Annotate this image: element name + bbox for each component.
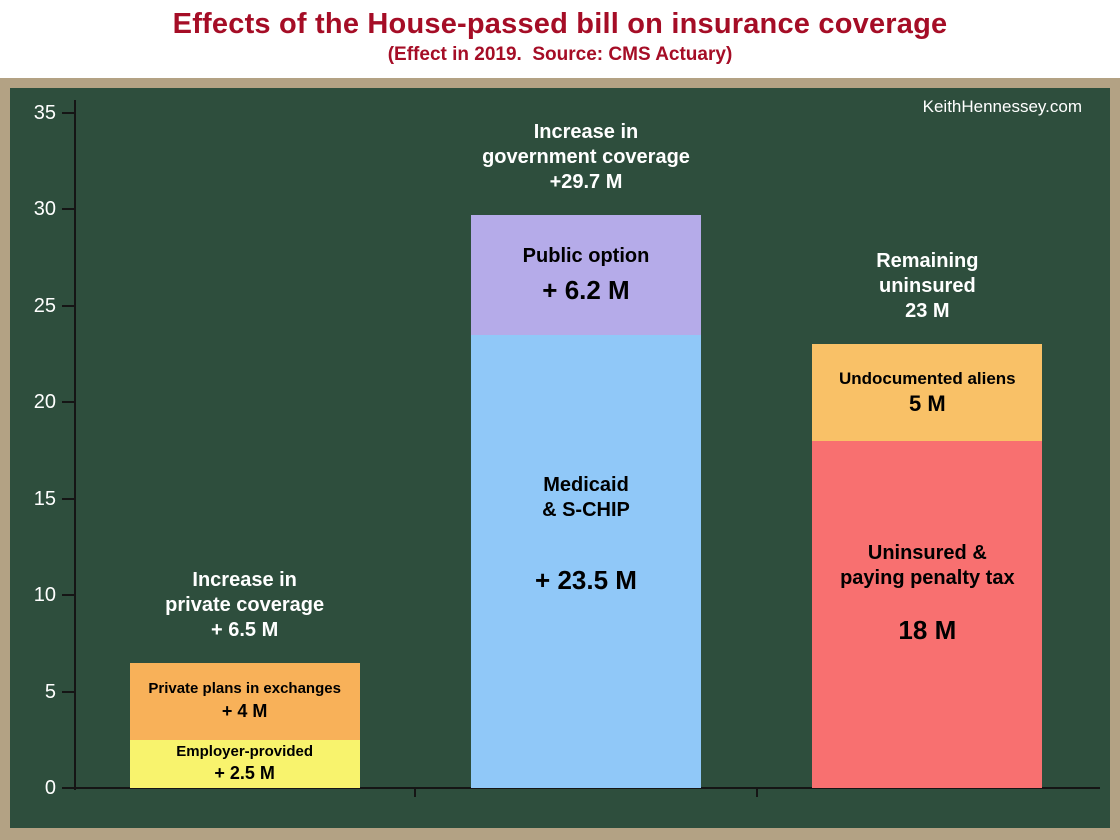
y-tick-label: 10	[33, 584, 56, 607]
segment-value: + 6.2 M	[542, 274, 630, 305]
segment-value: 18 M	[898, 614, 957, 645]
bar-segment-uninsured-paying-penalty-tax: Uninsured & paying penalty tax 18 M	[812, 440, 1043, 788]
y-tick-label: 25	[33, 294, 56, 317]
x-axis-line	[74, 787, 1100, 789]
y-tick-label: 0	[44, 777, 56, 799]
watermark: KeithHennessey.com	[922, 97, 1082, 116]
y-tick-mark	[62, 401, 74, 404]
segment-label: Medicaid & S-CHIP	[542, 473, 630, 521]
x-tick-mark	[414, 788, 417, 797]
chart-title: Effects of the House-passed bill on insu…	[172, 8, 948, 40]
y-tick-mark	[62, 112, 74, 114]
chart-frame: KeithHennessey.com 0 5 10 15 20 25 30 35 Employe…	[0, 78, 1120, 840]
y-tick-mark	[62, 594, 74, 597]
segment-label: Private plans in exchanges	[148, 680, 341, 698]
segment-value: + 2.5 M	[214, 763, 275, 784]
segment-label: Public option	[522, 244, 650, 267]
chart-subtitle: (Effect in 2019. Source: CMS Actuary)	[387, 44, 733, 65]
y-tick-label: 35	[33, 102, 56, 124]
y-tick-mark	[62, 690, 74, 693]
bar-group-label-increase-in-private-coverage: Increase in private coverage + 6.5 M	[165, 568, 325, 641]
y-tick-label: 15	[33, 487, 56, 510]
y-tick-label: 5	[44, 680, 56, 703]
segment-label: Uninsured & paying penalty tax	[840, 541, 1015, 589]
bar-segment-medicaid-s-chip: Medicaid & S-CHIP + 23.5 M	[471, 334, 701, 788]
segment-value: + 23.5 M	[535, 564, 637, 595]
y-tick-mark	[62, 497, 74, 500]
chart-header: Effects of the House-passed bill on insu…	[0, 0, 1120, 78]
bar-segment-employer-provided: Employer-provided + 2.5 M	[129, 739, 360, 788]
segment-label: Undocumented aliens	[839, 368, 1016, 388]
y-tick-label: 20	[33, 391, 56, 414]
bar-segment-undocumented-aliens: Undocumented aliens 5 M	[812, 344, 1043, 441]
bar-segment-private-plans-in-exchanges: Private plans in exchanges + 4 M	[129, 662, 360, 740]
bar-group-label-remaining-uninsured: Remaining uninsured 23 M	[876, 250, 979, 323]
segment-label: Employer-provided	[176, 742, 313, 760]
bar-group-label-increase-in-government-coverage: Increase in government coverage +29.7 M	[482, 121, 690, 194]
x-tick-mark	[755, 788, 758, 797]
y-tick-mark	[62, 304, 74, 307]
segment-value: 5 M	[908, 391, 946, 417]
plot-area: KeithHennessey.com 0 5 10 15 20 25 30 35 Employe…	[10, 88, 1110, 828]
y-tick-mark	[62, 208, 74, 211]
segment-value: + 4 M	[221, 700, 268, 721]
bar-segment-public-option: Public option + 6.2 M	[471, 215, 701, 335]
y-tick-mark	[62, 787, 74, 789]
y-tick-label: 30	[33, 198, 56, 221]
y-axis-line	[74, 100, 76, 790]
